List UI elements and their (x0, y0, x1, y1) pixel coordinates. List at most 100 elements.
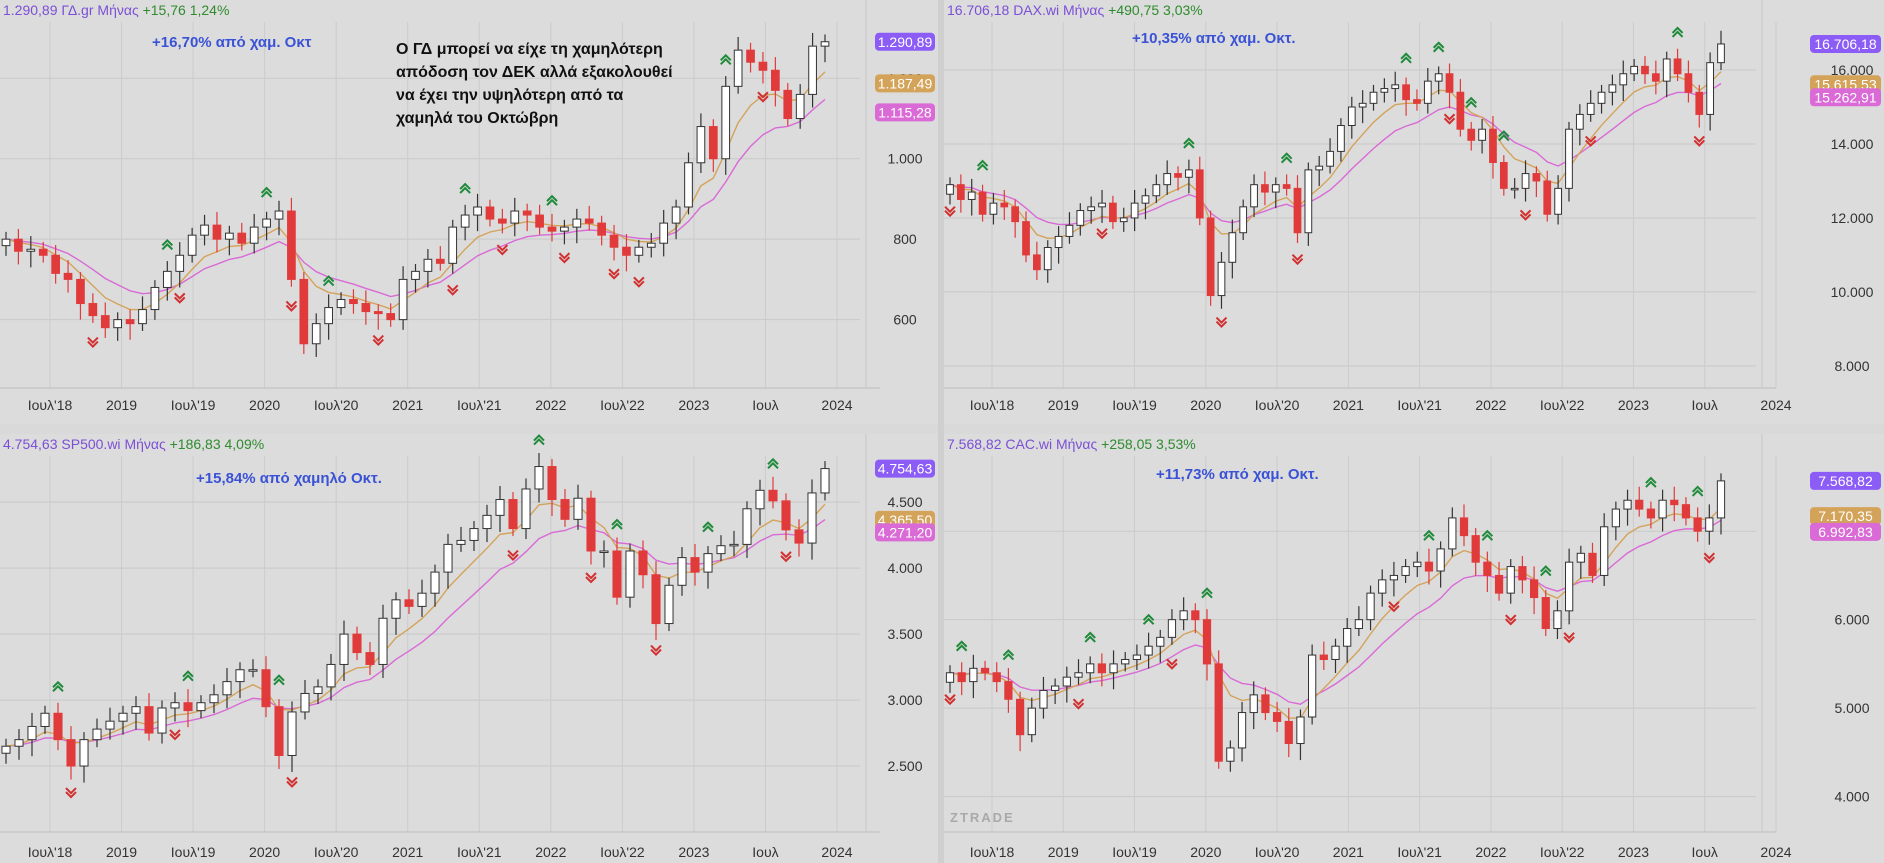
candle-body (79, 739, 89, 767)
candle-body (1261, 184, 1269, 193)
candle-body (473, 206, 482, 216)
candle (274, 699, 284, 770)
candle (1684, 60, 1693, 103)
candle (1576, 545, 1585, 579)
x-tick-label: Ιουλ'19 (171, 844, 216, 860)
x-tick-label: Ιουλ'21 (1397, 397, 1442, 413)
candle (1054, 226, 1063, 264)
candle (1553, 600, 1562, 640)
candle-body (138, 309, 147, 325)
candle-body (967, 191, 976, 200)
gridlines (0, 456, 860, 832)
buy-signal-icon (1142, 613, 1155, 625)
candle (659, 209, 669, 257)
candle (1635, 486, 1644, 517)
candle-body (1380, 88, 1389, 93)
candle (1630, 59, 1638, 82)
candle (638, 540, 648, 589)
candle-body (1284, 720, 1293, 745)
candle (1681, 497, 1691, 526)
candle-body (485, 206, 495, 220)
candle (38, 241, 48, 263)
candle (386, 303, 396, 327)
candle-body (417, 592, 427, 607)
candle-body (76, 278, 85, 305)
candle-body (1597, 91, 1606, 104)
buy-signal-icon (546, 194, 558, 206)
candle (170, 692, 180, 722)
symbol-header: 1.290,89 ΓΔ.gr Μήνας +15,76 1,24% (3, 2, 230, 18)
candle-body (1331, 645, 1340, 660)
x-tick-label: 2024 (1760, 397, 1791, 413)
buy-signal-icon (182, 670, 194, 682)
candle (1413, 89, 1421, 111)
price-label-text: 4.271,20 (878, 524, 933, 540)
candle-body (1272, 712, 1282, 722)
candle-body (1132, 654, 1142, 660)
price-label-bg (875, 32, 935, 51)
chart-panel-sp500[interactable]: 2.500 3.000 3.500 4.000 4.500 Ιουλ'18 2019 Ιουλ… (0, 434, 938, 863)
x-tick-label: Ιουλ'22 (1540, 397, 1585, 413)
candle-body (1054, 235, 1063, 249)
candle (1489, 116, 1497, 179)
candle-body (1000, 202, 1009, 208)
candle-body (1098, 202, 1106, 208)
x-tick-label: 2021 (392, 397, 423, 413)
x-tick-label: 2022 (1475, 844, 1506, 860)
gridlines (0, 22, 860, 388)
candle (209, 684, 219, 714)
candle-body (1293, 187, 1302, 234)
candle (1521, 160, 1530, 202)
y-tick-label: 600 (893, 312, 917, 328)
candle (1366, 585, 1375, 631)
candle (398, 266, 408, 330)
candle-body (1369, 91, 1378, 104)
buy-signal-icon (260, 186, 273, 198)
candle-body (510, 210, 520, 224)
candle-body (423, 258, 433, 272)
price-label-bg (1810, 88, 1881, 107)
candles (1, 453, 830, 783)
candle (1506, 559, 1515, 604)
candle-body (794, 529, 804, 544)
candle (1156, 629, 1165, 663)
candle (1695, 84, 1704, 128)
x-tick-label: 2024 (821, 844, 852, 860)
candle-body (1471, 535, 1480, 563)
candle (482, 504, 492, 543)
candle-body (1065, 224, 1074, 237)
sell-signal-icon (1505, 614, 1517, 626)
candle (1087, 196, 1096, 224)
chart-panel-cac[interactable]: 4.0005.0006.0007.000Ιουλ'182019Ιουλ'1920… (944, 434, 1884, 863)
candle (1326, 138, 1334, 174)
sell-signal-icon (174, 292, 186, 304)
y-tick-label: 4.500 (887, 494, 922, 510)
chart-panel-gd[interactable]: 6008001.0001.200Ιουλ'182019Ιουλ'192020Ιο… (0, 0, 938, 424)
candle (1033, 241, 1041, 280)
candle (1402, 77, 1410, 116)
candle (1119, 207, 1128, 232)
x-tick-label: 2022 (535, 844, 566, 860)
candle (597, 215, 606, 246)
candle (1494, 561, 1504, 601)
candle (1471, 528, 1480, 576)
candle-body (1401, 566, 1410, 576)
sell-signal-icon (1291, 254, 1304, 266)
chart-panel-dax[interactable]: 8.000 10.000 12.000 14.000 16.000 Ιουλ'18 2019… (944, 0, 1884, 424)
performance-annotation: +10,35% από χαμ. Οκτ. (1132, 30, 1296, 47)
candle (1315, 155, 1324, 186)
candle-body (599, 550, 609, 553)
candle (1347, 96, 1356, 139)
candle (746, 42, 755, 73)
candle (1195, 156, 1204, 226)
buy-signal-icon (1201, 587, 1213, 599)
candle-body (495, 499, 505, 516)
candle (599, 540, 609, 568)
candle (1304, 162, 1313, 246)
x-tick-label: Ιουλ (1692, 397, 1718, 413)
candle (572, 208, 582, 244)
candle (1039, 676, 1048, 719)
candle (703, 546, 713, 589)
candle-body (1185, 169, 1193, 178)
candle-body (38, 248, 48, 256)
